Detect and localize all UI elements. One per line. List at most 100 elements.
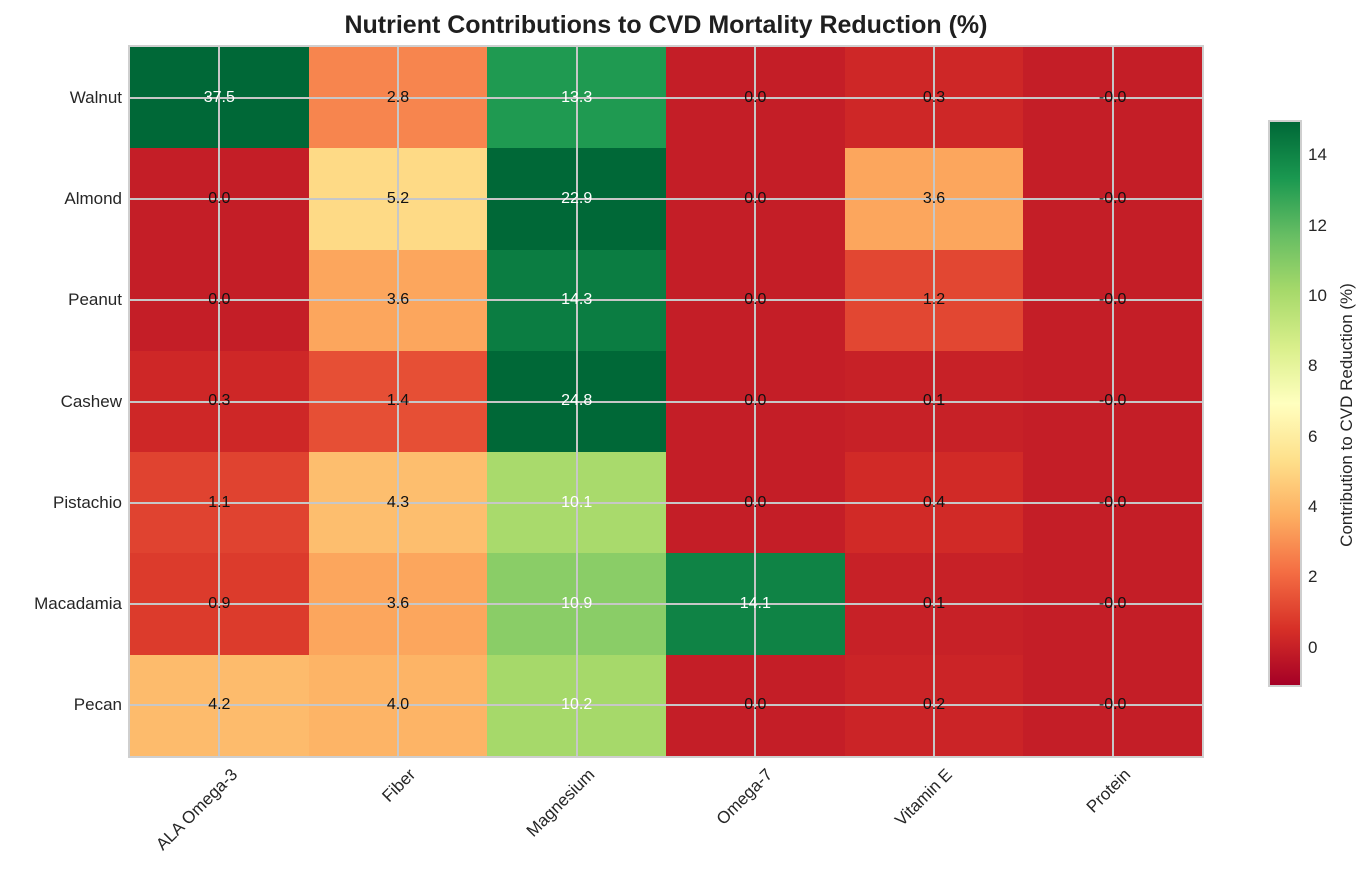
heatmap-cell: 0.0 [666,47,845,149]
heatmap-cell: 4.3 [308,452,488,554]
colorbar-tick-label: 6 [1308,426,1318,446]
cell-value: 3.6 [922,189,946,207]
heatmap-cells: 37.5 2.8 13.3 0.0 0.3 -0.0 0.0 5.2 22.9 0.0 3.6 -0.… [130,47,1202,756]
y-tick-label: Peanut [68,290,122,310]
heatmap-cell: 3.6 [308,249,488,351]
cell-value: 3.6 [386,595,410,613]
heatmap-cell: 13.3 [487,47,666,149]
cell-value: 0.0 [744,189,767,207]
cell-value: 14.3 [561,291,593,309]
x-tick-label: Fiber [378,765,420,806]
heatmap-cell: -0.0 [1023,553,1202,655]
colorbar-label: Contribution to CVD Reduction (%) [1337,283,1356,547]
heatmap-cell: 10.1 [487,452,666,554]
cell-value: 0.1 [922,392,946,410]
cell-value: 22.9 [561,189,593,207]
cell-value: 0.0 [744,696,767,714]
cell-value: 13.3 [561,88,593,106]
heatmap-cell: 0.0 [666,249,845,351]
heatmap-cell: 0.1 [844,350,1024,453]
y-tick-label: Cashew [60,391,122,411]
heatmap-cell: 0.0 [666,350,845,453]
cell-value: 4.0 [386,696,410,714]
heatmap-cell: 0.0 [130,148,309,250]
colorbar-tick-label: 0 [1308,637,1318,657]
cell-value: 0.1 [922,595,946,613]
cell-value: 10.2 [561,696,593,714]
x-tick-label: Protein [1082,765,1135,817]
cell-value: -0.0 [1098,88,1127,106]
cell-value: 4.2 [208,696,231,714]
heatmap-cell: 0.0 [666,452,845,554]
heatmap-cell: 0.0 [130,249,309,351]
colorbar-tick-label: 12 [1308,215,1327,235]
heatmap-cell: 2.8 [308,47,488,149]
heatmap-cell: 0.0 [666,148,845,250]
y-tick-label: Almond [64,188,122,208]
heatmap-cell: 1.1 [130,452,309,554]
x-tick-label: Magnesium [522,765,599,841]
cell-value: -0.0 [1098,493,1127,511]
cell-value: 0.3 [922,88,946,106]
colorbar-tick-label: 2 [1308,567,1318,587]
heatmap-cell: 10.2 [487,654,666,756]
heatmap-cell: -0.0 [1023,452,1202,554]
heatmap-plot: 37.5 2.8 13.3 0.0 0.3 -0.0 0.0 5.2 22.9 0.0 3.6 -0.… [128,45,1204,758]
cell-value: 24.8 [561,392,593,410]
heatmap-cell: 3.6 [308,553,488,655]
y-tick-label: Pecan [73,695,122,715]
heatmap-cell: 0.1 [844,553,1024,655]
cell-value: 0.0 [744,493,767,511]
heatmap-cell: 4.0 [308,654,488,756]
heatmap-cell: 22.9 [487,148,666,250]
cell-value: 0.2 [922,696,946,714]
cell-value: 1.2 [922,291,946,309]
heatmap-cell: 0.2 [844,654,1024,756]
cell-value: -0.0 [1098,696,1127,714]
x-tick-label: ALA Omega-3 [151,765,241,854]
cell-value: 5.2 [386,189,410,207]
heatmap-cell: 37.5 [130,47,309,149]
heatmap-cell: -0.0 [1023,654,1202,756]
cell-value: -0.0 [1098,189,1127,207]
heatmap-cell: 5.2 [308,148,488,250]
cell-value: -0.0 [1098,595,1127,613]
heatmap-cell: 0.3 [130,350,309,453]
cell-value: 10.9 [561,595,593,613]
heatmap-cell: 1.2 [844,249,1024,351]
cell-value: -0.0 [1098,392,1127,410]
cell-value: 0.3 [208,392,231,410]
heatmap-cell: 0.0 [666,654,845,756]
cell-value: -0.0 [1098,291,1127,309]
heatmap-cell: -0.0 [1023,47,1202,149]
cell-value: 0.0 [744,392,767,410]
heatmap-cell: 14.1 [666,553,845,655]
heatmap-cell: 3.6 [844,148,1024,250]
colorbar [1268,120,1302,687]
heatmap-cell: 10.9 [487,553,666,655]
chart-title: Nutrient Contributions to CVD Mortality … [344,11,988,39]
heatmap-cell: 0.3 [844,47,1024,149]
cell-value: 3.6 [386,291,410,309]
cell-value: 1.1 [208,493,231,511]
y-tick-label: Macadamia [34,594,122,614]
cell-value: 4.3 [386,493,410,511]
cell-value: 0.4 [922,493,946,511]
x-tick-label: Vitamin E [890,765,956,830]
cell-value: 14.1 [739,595,771,613]
cell-value: 0.0 [744,291,767,309]
colorbar-tick-label: 4 [1308,497,1318,517]
colorbar-tick-label: 8 [1308,356,1318,376]
colorbar-tick-label: 10 [1308,285,1327,305]
y-tick-label: Pistachio [53,492,122,512]
heatmap-cell: 1.4 [308,350,488,453]
heatmap-cell: 4.2 [130,654,309,756]
cell-value: 0.0 [208,189,231,207]
cell-value: 1.4 [386,392,410,410]
heatmap-cell: -0.0 [1023,148,1202,250]
heatmap-cell: 0.4 [844,452,1024,554]
cell-value: 0.9 [208,595,231,613]
cell-value: 0.0 [208,291,231,309]
y-tick-label: Walnut [69,87,122,107]
